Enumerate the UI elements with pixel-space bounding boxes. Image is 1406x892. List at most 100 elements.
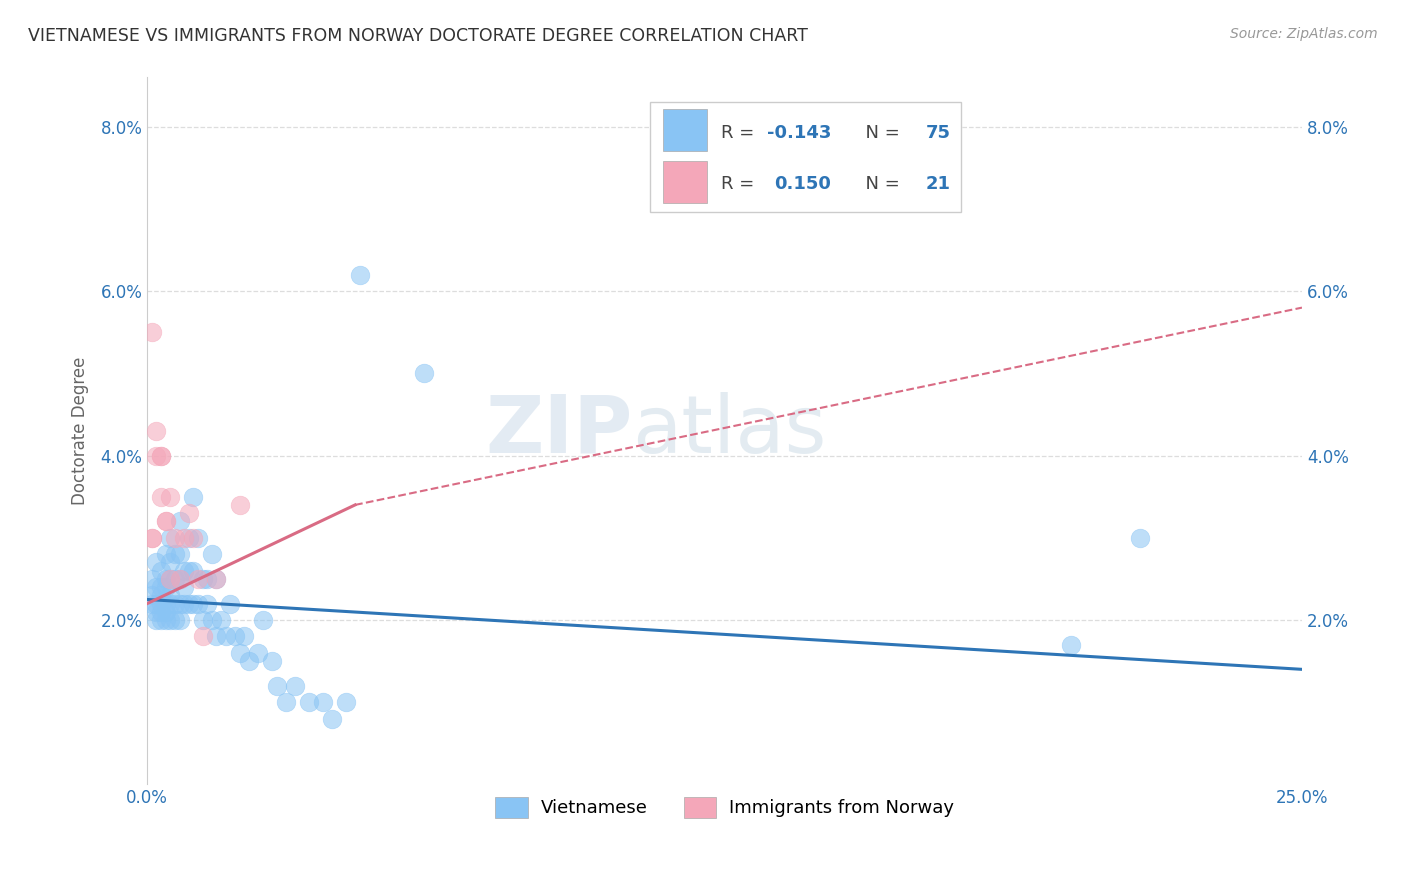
Point (219, 597, 242, 611)
Point (159, 490, 181, 504)
Point (173, 597, 195, 611)
Point (247, 646, 270, 660)
Point (145, 605, 167, 619)
Point (145, 597, 167, 611)
Point (205, 572, 228, 586)
Point (169, 547, 191, 561)
Point (266, 679, 288, 693)
Point (141, 572, 163, 586)
Point (163, 531, 186, 545)
FancyBboxPatch shape (650, 103, 962, 211)
Text: N =: N = (853, 176, 905, 194)
Point (173, 580, 195, 594)
Point (163, 597, 186, 611)
Point (141, 588, 163, 602)
Text: 75: 75 (925, 124, 950, 142)
Point (173, 531, 195, 545)
Point (159, 597, 181, 611)
Text: ZIP: ZIP (485, 392, 633, 470)
Point (145, 580, 167, 594)
Point (183, 564, 205, 578)
Point (238, 654, 260, 668)
Point (150, 597, 173, 611)
Point (145, 449, 167, 463)
Point (141, 531, 163, 545)
Text: -0.143: -0.143 (768, 124, 832, 142)
Text: R =: R = (721, 124, 761, 142)
Text: atlas: atlas (633, 392, 827, 470)
Text: VIETNAMESE VS IMMIGRANTS FROM NORWAY DOCTORATE DEGREE CORRELATION CHART: VIETNAMESE VS IMMIGRANTS FROM NORWAY DOC… (28, 27, 808, 45)
Point (209, 613, 232, 627)
Point (205, 572, 228, 586)
Point (163, 547, 186, 561)
Point (201, 613, 224, 627)
Point (169, 572, 191, 586)
Point (321, 712, 343, 726)
Point (228, 498, 250, 512)
Point (150, 580, 173, 594)
Point (195, 572, 218, 586)
Point (284, 679, 307, 693)
Point (155, 605, 177, 619)
Text: R =: R = (721, 176, 766, 194)
Point (169, 514, 191, 528)
Point (1129, 531, 1152, 545)
Point (145, 613, 167, 627)
Point (260, 654, 283, 668)
Point (252, 613, 274, 627)
Point (233, 630, 256, 644)
Point (155, 613, 177, 627)
Point (155, 572, 177, 586)
Point (177, 597, 200, 611)
Point (145, 424, 167, 438)
Point (183, 597, 205, 611)
Point (183, 531, 205, 545)
Legend: Vietnamese, Immigrants from Norway: Vietnamese, Immigrants from Norway (488, 789, 960, 825)
Y-axis label: Doctorate Degree: Doctorate Degree (72, 357, 89, 505)
Point (150, 449, 173, 463)
Point (159, 588, 181, 602)
Point (150, 588, 173, 602)
Point (169, 597, 191, 611)
Point (191, 572, 214, 586)
Point (205, 630, 228, 644)
Point (150, 449, 173, 463)
Point (183, 490, 205, 504)
FancyBboxPatch shape (664, 161, 707, 203)
Point (150, 564, 173, 578)
Point (163, 613, 186, 627)
Point (155, 597, 177, 611)
Point (173, 564, 195, 578)
Point (274, 695, 297, 709)
Point (155, 514, 177, 528)
Point (150, 490, 173, 504)
Point (177, 531, 200, 545)
Point (177, 564, 200, 578)
Point (155, 514, 177, 528)
Point (159, 572, 181, 586)
Point (224, 630, 246, 644)
Point (177, 506, 200, 520)
Point (413, 367, 436, 381)
Text: 0.150: 0.150 (775, 176, 831, 194)
Text: Source: ZipAtlas.com: Source: ZipAtlas.com (1230, 27, 1378, 41)
Point (141, 531, 163, 545)
Point (1060, 638, 1083, 652)
Point (141, 326, 163, 340)
Point (195, 597, 218, 611)
Point (159, 531, 181, 545)
Point (187, 531, 209, 545)
Point (169, 613, 191, 627)
Point (349, 268, 371, 282)
Point (163, 572, 186, 586)
Point (187, 572, 209, 586)
Point (145, 556, 167, 570)
Point (215, 630, 238, 644)
Point (150, 613, 173, 627)
Point (312, 695, 335, 709)
Text: 21: 21 (925, 176, 950, 194)
Point (228, 646, 250, 660)
Point (187, 597, 209, 611)
Point (150, 605, 173, 619)
Point (201, 547, 224, 561)
